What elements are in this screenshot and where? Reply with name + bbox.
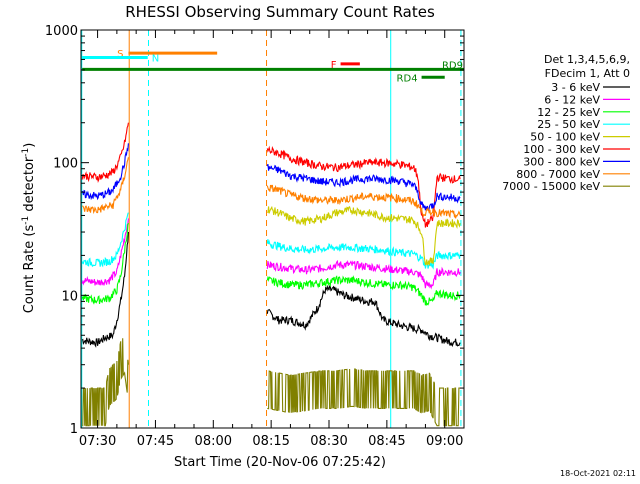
axes: 1 10 100 1000 07:30 07:45 08:00 08:15 08:30 08:45… [45, 24, 465, 449]
series-1-trace-0 [81, 218, 129, 286]
legend-label-3: 25 - 50 keV [537, 118, 600, 131]
chart-title: RHESSI Observing Summary Count Rates [125, 3, 435, 21]
x-tick-label-0: 07:30 [79, 434, 116, 449]
flag-label-1: N [152, 54, 159, 65]
series-2-trace-1 [266, 275, 461, 306]
series-3-trace-1 [266, 239, 461, 270]
series-3-trace-0 [81, 212, 129, 268]
legend-label-0: 3 - 6 keV [551, 81, 600, 94]
flag-label-2: F [331, 60, 337, 71]
flag-label-0: S [117, 49, 123, 60]
series-8-trace-1 [267, 368, 461, 427]
series-5-trace-0 [81, 122, 129, 184]
series-6-trace-1 [266, 163, 461, 212]
x-tick-label-4: 08:30 [310, 434, 347, 449]
series-0-trace-0 [81, 231, 129, 348]
series-5-trace-1 [266, 145, 461, 228]
footer-timestamp: 18-Oct-2021 02:11 [560, 469, 636, 478]
x-tick-label-3: 08:15 [252, 434, 289, 449]
legend-label-6: 300 - 800 keV [523, 155, 600, 168]
legend-label-4: 50 - 100 keV [530, 131, 600, 144]
x-tick-label-6: 09:00 [426, 434, 463, 449]
legend-header-0: Det 1,3,4,5,6,9, [544, 53, 630, 66]
y-tick-label-1: 10 [61, 289, 78, 304]
legend: Det 1,3,4,5,6,9,FDecim 1, Att 03 - 6 keV… [502, 53, 630, 193]
y-label-mid: detector [22, 156, 37, 216]
series-2-trace-0 [81, 222, 129, 305]
legend-label-2: 12 - 25 keV [537, 106, 600, 119]
y-label-main: Count Rate (s [22, 225, 37, 314]
legend-label-7: 800 - 7000 keV [516, 168, 600, 181]
y-tick-label-2: 100 [53, 157, 78, 172]
series-group [81, 122, 461, 427]
series-7-trace-0 [82, 157, 129, 215]
y-label-sup-1: -1 [21, 216, 31, 225]
series-6-trace-0 [81, 143, 129, 201]
series-0-trace-1 [266, 284, 461, 348]
x-tick-label-1: 07:45 [137, 434, 174, 449]
series-7-trace-1 [266, 184, 461, 219]
legend-label-1: 6 - 12 keV [544, 93, 600, 106]
x-tick-label-2: 08:00 [195, 434, 232, 449]
y-label-sup-2: -1 [21, 148, 31, 157]
x-tick-label-5: 08:45 [368, 434, 405, 449]
plot-area: S N F RD9 RD4 [81, 30, 464, 428]
series-8-trace-0 [82, 338, 129, 427]
y-label-end: ) [22, 143, 37, 148]
y-tick-label-0: 1 [70, 422, 78, 437]
legend-header-1: FDecim 1, Att 0 [545, 67, 630, 80]
y-tick-label-3: 1000 [45, 24, 78, 39]
x-axis-label: Start Time (20-Nov-06 07:25:42) [174, 455, 386, 470]
plot-frame [80, 29, 465, 429]
flag-label-3: RD9 [442, 60, 463, 71]
series-4-trace-0 [267, 205, 461, 266]
flag-label-4: RD4 [397, 73, 418, 84]
series-1-trace-1 [266, 259, 461, 290]
legend-label-8: 7000 - 15000 keV [502, 180, 600, 193]
y-axis-label: Count Rate (s-1 detector-1) [21, 143, 37, 314]
legend-label-5: 100 - 300 keV [523, 143, 600, 156]
